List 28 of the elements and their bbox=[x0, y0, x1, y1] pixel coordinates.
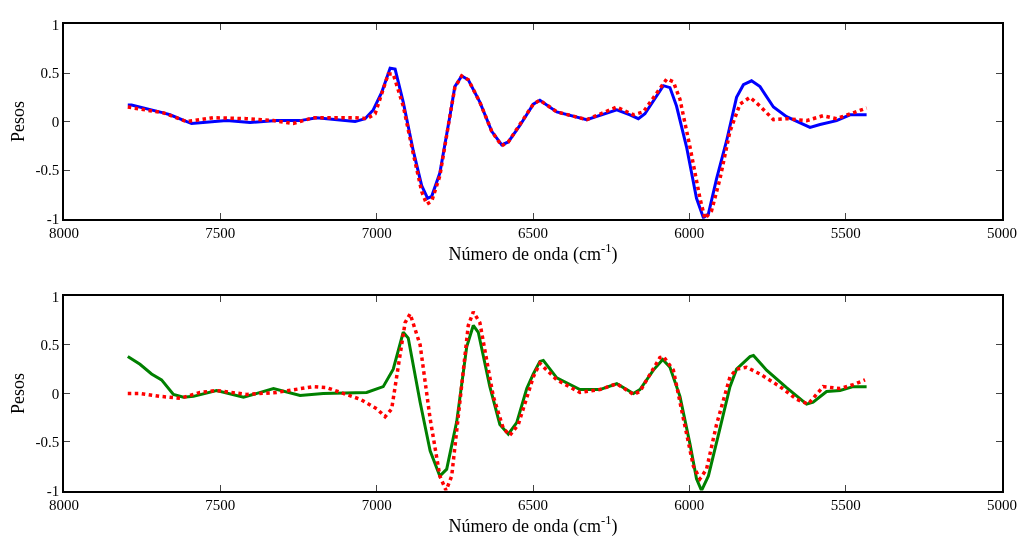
x-tick-label: 8000 bbox=[49, 497, 79, 514]
x-axis-title: Número de onda (cm$^{-1}$) bbox=[448, 513, 618, 537]
y-tick-label: 0.5 bbox=[40, 65, 60, 82]
y-tick-label: 0 bbox=[51, 113, 60, 130]
y-tick-label: 1 bbox=[51, 16, 60, 33]
x-tick-label: 7500 bbox=[205, 225, 236, 242]
x-tick-label: 5500 bbox=[830, 225, 861, 242]
x-tick-label: 7500 bbox=[205, 497, 236, 514]
x-tick-label: 7000 bbox=[361, 497, 392, 514]
x-tick-label: 5500 bbox=[830, 497, 861, 514]
y-tick-label: -0.5 bbox=[35, 434, 60, 451]
y-axis-title: Pesos bbox=[8, 101, 29, 143]
y-tick-label: -0.5 bbox=[35, 162, 60, 179]
x-tick-label: 6000 bbox=[674, 225, 705, 242]
x-tick-label: 8000 bbox=[49, 225, 79, 242]
y-tick-label: -1 bbox=[46, 482, 60, 499]
y-tick-label: 0.5 bbox=[40, 337, 60, 354]
y-tick-label: 0 bbox=[51, 385, 60, 402]
x-tick-label: 5000 bbox=[987, 225, 1017, 242]
y-tick-label: -1 bbox=[46, 210, 60, 227]
x-axis-title: Número de onda (cm$^{-1}$) bbox=[448, 241, 618, 265]
x-tick-label: 7000 bbox=[361, 225, 392, 242]
x-tick-label: 6500 bbox=[518, 497, 548, 514]
y-tick-label: 1 bbox=[51, 288, 60, 305]
y-axis-title: Pesos bbox=[8, 372, 29, 414]
x-tick-label: 6500 bbox=[518, 225, 548, 242]
x-tick-label: 5000 bbox=[987, 497, 1017, 514]
x-tick-label: 6000 bbox=[674, 497, 705, 514]
